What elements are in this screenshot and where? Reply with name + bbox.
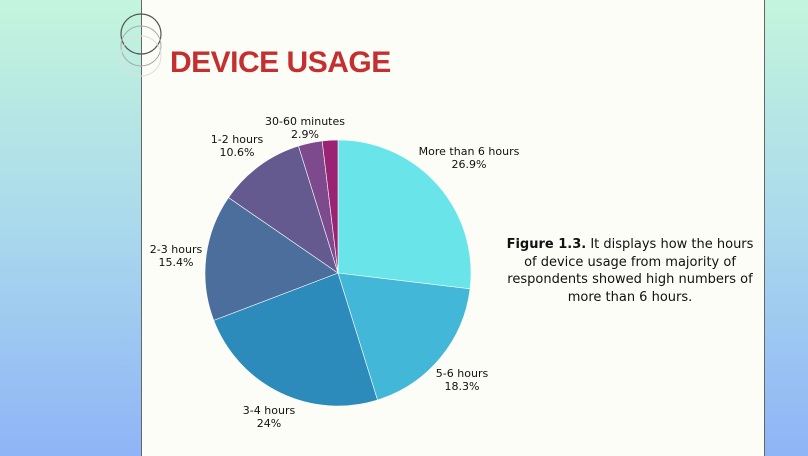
pie-slice	[204, 197, 339, 321]
slice-value: 15.4%	[158, 256, 194, 269]
pie-slice	[337, 272, 471, 401]
slide-title: DEVICE USAGE	[170, 46, 391, 79]
slice-name: 1-2 hours	[210, 133, 264, 146]
caption-text: It displays how the hours of device usag…	[507, 237, 754, 305]
slice-label: 5-6 hours 18.3%	[436, 367, 488, 393]
slice-label: 3-4 hours 24%	[243, 404, 295, 430]
slice-label: 30-60 minutes 2.9%	[265, 115, 345, 141]
slice-value: 10.6%	[219, 146, 255, 159]
slice-value: 2.9%	[291, 128, 319, 141]
pie-slice	[228, 145, 339, 274]
pie-slice	[321, 139, 339, 274]
slice-label: 2-3 hours 15.4%	[150, 243, 202, 269]
ring-decoration	[120, 25, 162, 67]
slice-value: 18.3%	[444, 380, 480, 393]
slice-name: 3-4 hours	[242, 404, 296, 417]
slice-name: More than 6 hours	[418, 145, 520, 158]
pie-slice	[213, 272, 378, 407]
slice-value: 26.9%	[451, 158, 487, 171]
slice-label: 1-2 hours 10.6%	[211, 133, 263, 159]
slice-value: 24%	[256, 417, 282, 430]
slice-name: 30-60 minutes	[265, 115, 345, 128]
slice-label: More than 6 hours 26.9%	[419, 145, 520, 171]
ring-decoration	[120, 35, 162, 77]
slice-name: 2-3 hours	[149, 243, 203, 256]
ring-decoration	[120, 13, 162, 55]
slice-name: 5-6 hours	[435, 367, 489, 380]
figure-caption: Figure 1.3. It displays how the hours of…	[500, 236, 760, 306]
figure-number: Figure 1.3.	[506, 237, 587, 252]
pie-slice	[337, 139, 472, 290]
